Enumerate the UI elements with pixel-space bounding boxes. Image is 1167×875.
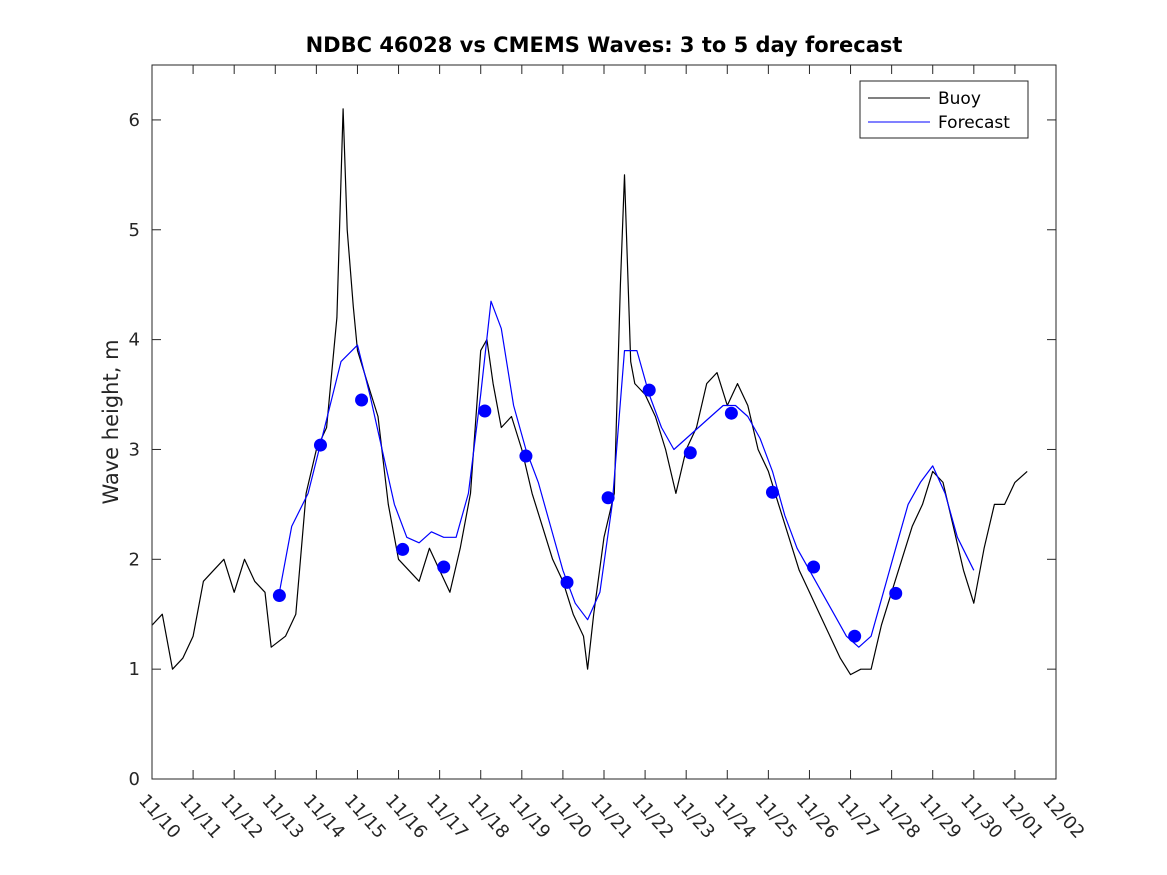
legend-forecast-label: Forecast [938, 113, 1010, 133]
buoy-line [152, 108, 1028, 676]
y-tick-label: 5 [129, 220, 140, 241]
legend-buoy-label: Buoy [938, 89, 981, 109]
forecast-point [396, 542, 410, 556]
y-tick-label: 0 [129, 769, 140, 790]
y-tick-label: 2 [129, 549, 140, 570]
y-tick-label: 3 [129, 439, 140, 460]
forecast-point [478, 404, 492, 418]
forecast-point [848, 629, 862, 643]
forecast-point [683, 446, 697, 460]
forecast-point [642, 383, 656, 397]
plot-area [151, 64, 1057, 780]
legend-box [859, 80, 1029, 139]
forecast-point [560, 575, 574, 589]
chart-title: NDBC 46028 vs CMEMS Waves: 3 to 5 day fo… [306, 33, 903, 57]
forecast-point [355, 393, 369, 407]
y-tick-label: 1 [129, 659, 140, 680]
y-axis: 0 1 2 3 4 5 6 [129, 110, 1056, 790]
y-tick-label: 6 [129, 110, 140, 131]
forecast-point [519, 449, 533, 463]
forecast-point [313, 438, 327, 452]
series-layer [152, 108, 1028, 676]
forecast-point [889, 586, 903, 600]
legend: Buoy Forecast [859, 80, 1029, 139]
forecast-point [807, 560, 821, 574]
y-tick-label: 4 [129, 330, 140, 351]
forecast-point [437, 560, 451, 574]
forecast-line [278, 300, 975, 648]
forecast-point [765, 485, 779, 499]
y-axis-label: Wave height, m [99, 339, 123, 504]
forecast-point [601, 491, 615, 505]
forecast-point [724, 406, 738, 420]
axes-background [152, 65, 1056, 779]
forecast-point [272, 589, 286, 603]
